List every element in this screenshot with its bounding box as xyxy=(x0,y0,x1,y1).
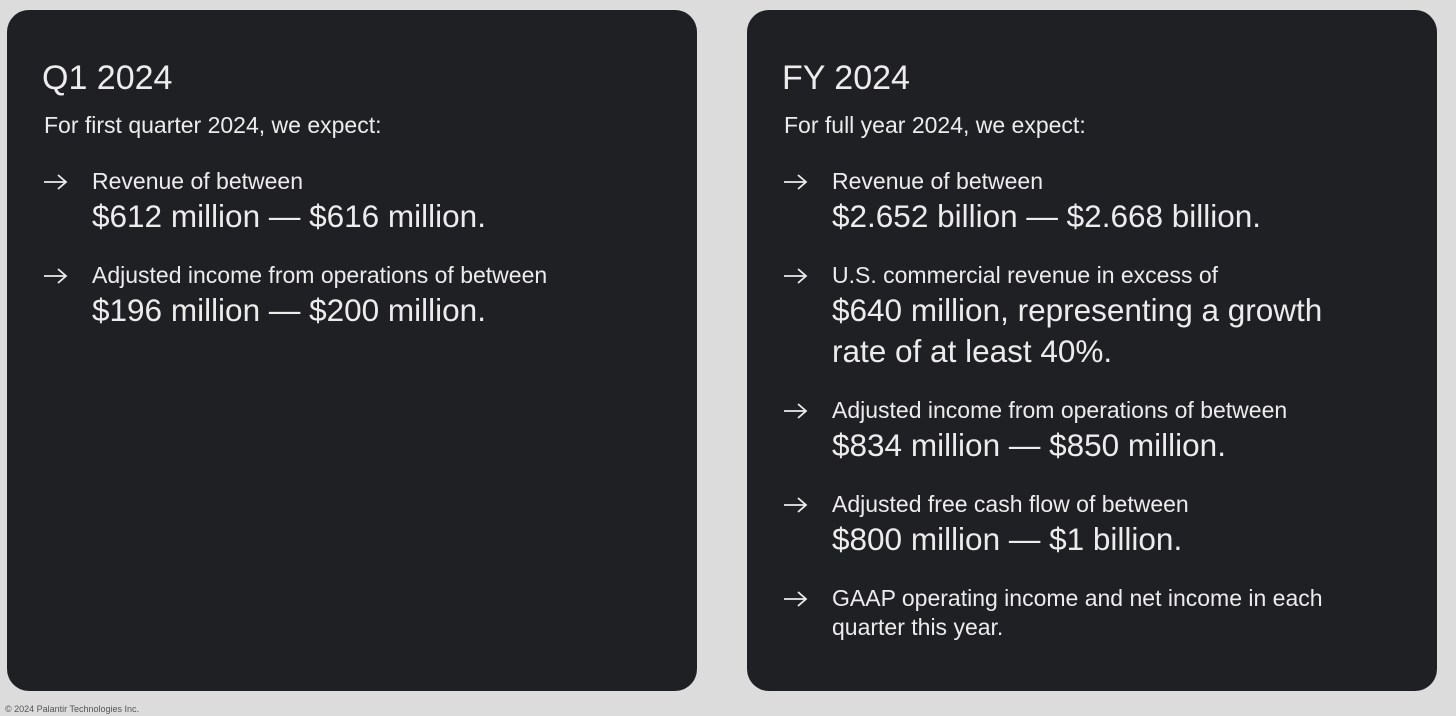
item: Adjusted free cash flow of between $800 m… xyxy=(747,490,1437,560)
footer: © 2024 Palantir Technologies Inc. xyxy=(5,704,140,714)
item-value: $196 million — $200 million. xyxy=(92,292,486,328)
item: U.S. commercial revenue in excess of $640… xyxy=(747,261,1437,372)
item: GAAP operating income and net income in … xyxy=(747,584,1437,642)
item-value: rate of at least 40%. xyxy=(832,333,1113,369)
panel-intro: For first quarter 2024, we expect: xyxy=(44,112,382,138)
item: Revenue of between $612 million — $616 mi… xyxy=(7,167,697,237)
arrow-icon xyxy=(44,268,68,284)
item-value: $834 million — $850 million. xyxy=(832,427,1226,463)
item: Revenue of between $2.652 billion — $2.66… xyxy=(747,167,1437,237)
panel: Q1 2024 For first quarter 2024, we expec… xyxy=(7,10,697,691)
item-value: $800 million — $1 billion. xyxy=(832,521,1183,557)
item-value: $2.652 billion — $2.668 billion. xyxy=(832,198,1262,234)
panel: FY 2024 For full year 2024, we expect: R… xyxy=(747,10,1437,691)
panel-title: Q1 2024 xyxy=(42,59,173,97)
arrow-icon xyxy=(44,174,68,190)
arrow-icon xyxy=(784,497,808,513)
item-label: Adjusted income from operations of betwe… xyxy=(92,262,548,288)
item-list: Revenue of between $612 million — $616 mi… xyxy=(7,167,697,355)
item-label: U.S. commercial revenue in excess of xyxy=(832,262,1219,288)
arrow-icon xyxy=(784,591,808,607)
item-label: GAAP operating income and net income in … xyxy=(832,585,1323,611)
arrow-icon xyxy=(784,268,808,284)
item-label: Revenue of between xyxy=(92,168,303,194)
panel-intro: For full year 2024, we expect: xyxy=(784,112,1086,138)
item-value: $612 million — $616 million. xyxy=(92,198,486,234)
arrow-icon xyxy=(784,174,808,190)
item-value: $640 million, representing a growth xyxy=(832,292,1323,328)
item-label: Revenue of between xyxy=(832,168,1043,194)
item-list: Revenue of between $2.652 billion — $2.66… xyxy=(747,167,1437,666)
panel-title: FY 2024 xyxy=(782,59,910,97)
item: Adjusted income from operations of betwe… xyxy=(747,396,1437,466)
arrow-icon xyxy=(784,403,808,419)
item-label: Adjusted free cash flow of between xyxy=(832,491,1189,517)
item-label: quarter this year. xyxy=(832,614,1004,640)
item-label: Adjusted income from operations of betwe… xyxy=(832,397,1288,423)
item: Adjusted income from operations of betwe… xyxy=(7,261,697,331)
